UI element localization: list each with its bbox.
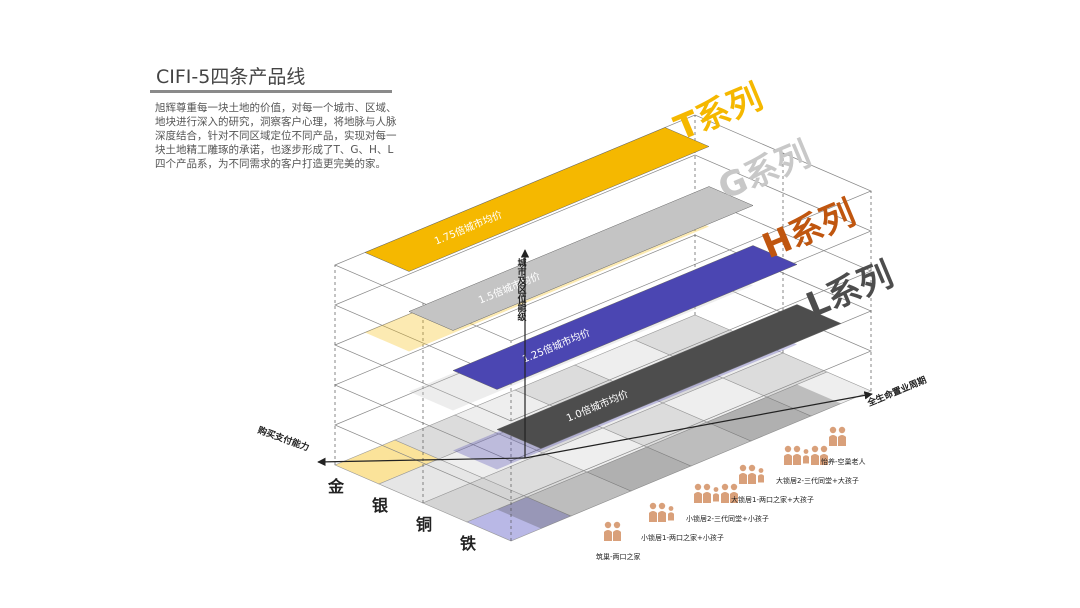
person-body: [739, 473, 747, 484]
person-body: [721, 492, 729, 503]
person-body: [604, 530, 612, 541]
person-body: [784, 454, 792, 465]
title-bar: [150, 90, 392, 93]
tier-label: 银: [372, 496, 389, 515]
person-head: [649, 502, 657, 510]
life-stage-label: 大锁居1-两口之家+大孩子: [731, 495, 814, 504]
purchase-axis-label: 购买支付能力: [256, 424, 311, 454]
life-stage-label: 筑巢-两口之家: [596, 552, 641, 561]
person-head: [730, 483, 738, 491]
frame-layer: [334, 154, 872, 382]
person-body: [713, 493, 719, 502]
person-head: [713, 487, 719, 492]
tier-label: 铁: [460, 534, 476, 553]
vertical-axis-label: 城市及区位能级: [516, 257, 528, 322]
person-head: [658, 502, 666, 510]
person-body: [758, 474, 764, 483]
person-body: [703, 492, 711, 503]
person-head: [838, 426, 846, 434]
person-head: [721, 483, 729, 491]
person-body: [658, 511, 666, 522]
person-head: [613, 521, 621, 529]
person-body: [730, 492, 738, 503]
person-body: [613, 530, 621, 541]
person-body: [649, 511, 657, 522]
description: 旭辉尊重每一块土地的价值，对每一个城市、区域、地块进行深入的研究，洞察客户心理，…: [155, 102, 397, 170]
life-stage-label: 怡养-空巢老人: [821, 457, 866, 466]
series-label: L系列: [801, 255, 899, 326]
purchase-axis: [317, 457, 526, 467]
person-head: [820, 445, 828, 453]
person-body: [838, 435, 846, 446]
person-head: [739, 464, 747, 472]
shadow-strip: [497, 384, 841, 529]
person-head: [694, 483, 702, 491]
person-head: [668, 506, 674, 511]
title: CIFI-5四条产品线: [156, 66, 306, 88]
lifecycle-axis: [524, 391, 873, 459]
person-body: [668, 512, 674, 521]
person-body: [820, 454, 828, 465]
series-label: T系列: [669, 77, 769, 149]
person-body: [811, 454, 819, 465]
lifecycle-axis-label: 全生命置业周期: [865, 374, 929, 410]
series-strip: [496, 304, 842, 449]
person-body: [793, 454, 801, 465]
person-body: [803, 455, 809, 464]
person-head: [703, 483, 711, 491]
person-head: [811, 445, 819, 453]
person-head: [758, 468, 764, 473]
person-head: [803, 449, 809, 454]
person-head: [793, 445, 801, 453]
life-stage-label: 大锁居2-三代同堂+大孩子: [776, 476, 859, 485]
tier-label: 铜: [416, 515, 432, 534]
person-head: [604, 521, 612, 529]
tier-label: 金: [327, 477, 345, 496]
person-head: [748, 464, 756, 472]
series-strip: [408, 186, 754, 331]
person-body: [748, 473, 756, 484]
person-body: [694, 492, 702, 503]
life-stage-label: 小锁居1-两口之家+小孩子: [641, 533, 724, 542]
person-body: [829, 435, 837, 446]
series-strip: [452, 245, 798, 390]
life-stage-label: 小锁居2-三代同堂+小孩子: [686, 514, 769, 523]
person-head: [829, 426, 837, 434]
person-head: [784, 445, 792, 453]
series-strip: [364, 127, 710, 272]
